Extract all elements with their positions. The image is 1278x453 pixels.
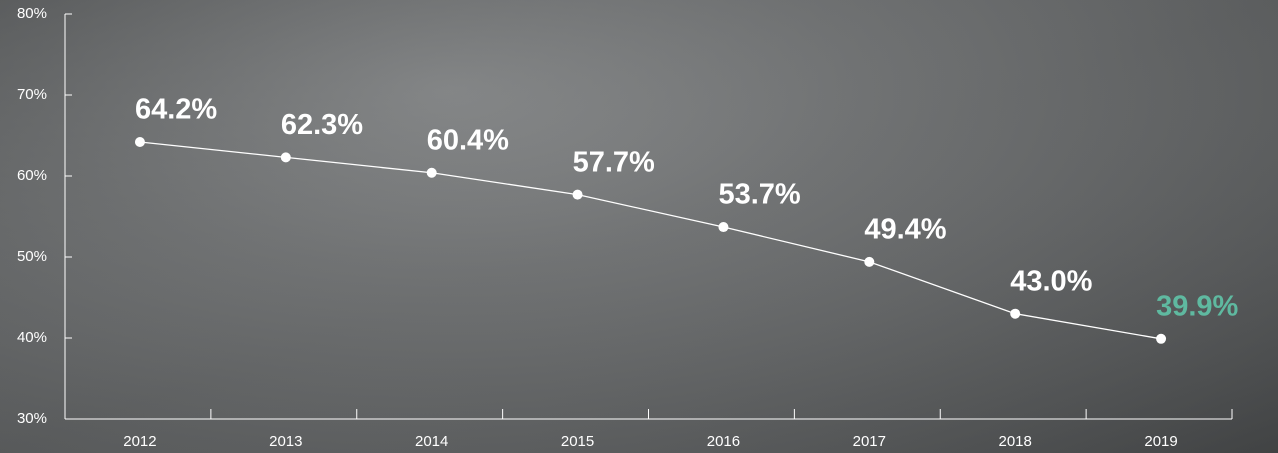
- y-tick-label: 70%: [17, 86, 47, 103]
- point: [280, 152, 291, 163]
- data-label: 64.2%: [135, 94, 217, 126]
- line: [139, 141, 1162, 340]
- point: [718, 222, 729, 233]
- point: [1010, 308, 1021, 319]
- x-tick-label: 2015: [561, 433, 594, 450]
- data-label: 53.7%: [718, 179, 800, 211]
- point: [864, 256, 875, 267]
- point: [426, 167, 437, 178]
- point: [134, 136, 145, 147]
- data-label: 62.3%: [281, 109, 363, 141]
- y-tick-label: 30%: [17, 410, 47, 427]
- data-label: 49.4%: [864, 214, 946, 246]
- x-tick-label: 2016: [707, 433, 740, 450]
- y-tick-label: 60%: [17, 167, 47, 184]
- y-tick-label: 40%: [17, 329, 47, 346]
- x-tick-label: 2017: [853, 433, 886, 450]
- y-tick-label: 80%: [17, 5, 47, 22]
- data-label: 43.0%: [1010, 265, 1092, 297]
- x-tick-label: 2014: [415, 433, 448, 450]
- x-tick-label: 2018: [999, 433, 1032, 450]
- data-label: 60.4%: [427, 124, 509, 156]
- x-tick-label: 2019: [1144, 433, 1177, 450]
- point: [1156, 333, 1167, 344]
- x-tick-label: 2012: [123, 433, 156, 450]
- y-tick-label: 50%: [17, 248, 47, 265]
- data-label: 57.7%: [573, 146, 655, 178]
- point: [572, 189, 583, 200]
- x-tick-label: 2013: [269, 433, 302, 450]
- data-label: 39.9%: [1156, 290, 1238, 322]
